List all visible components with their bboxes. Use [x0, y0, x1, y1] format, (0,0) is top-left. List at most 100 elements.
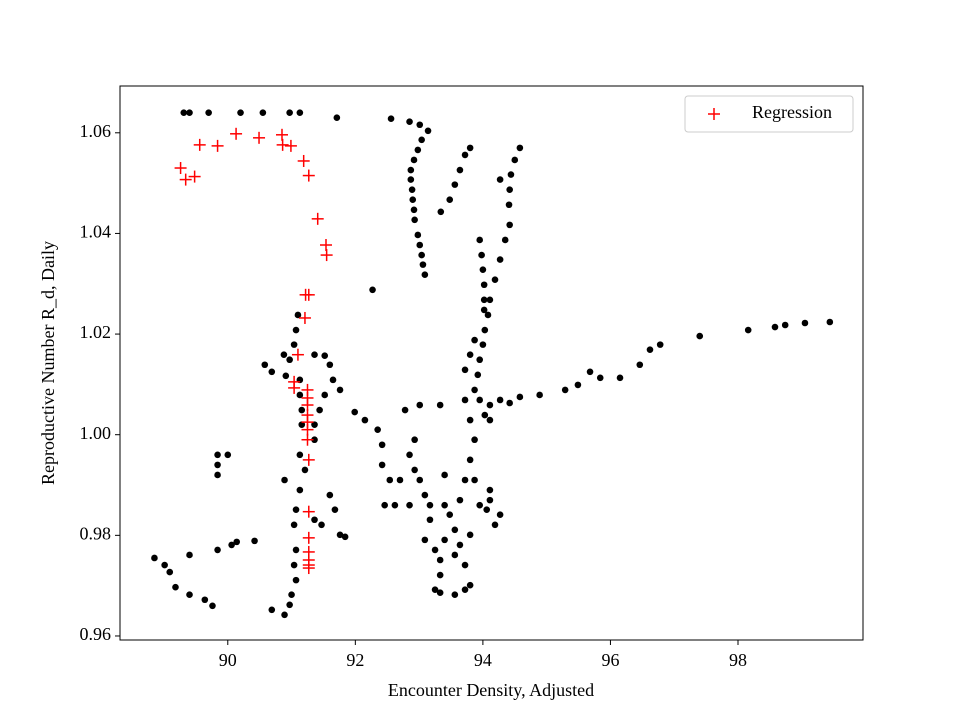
dot: [280, 351, 288, 358]
dot: [496, 511, 504, 519]
dot: [321, 352, 329, 360]
dot: [426, 501, 434, 509]
dot: [424, 127, 432, 135]
dot: [161, 561, 168, 569]
dot: [471, 476, 478, 484]
dot: [436, 556, 444, 564]
dot: [281, 611, 288, 619]
dot: [186, 591, 193, 599]
dot: [696, 332, 704, 340]
plus-marker: [253, 131, 266, 144]
dot: [414, 146, 422, 154]
dot: [516, 393, 524, 401]
y-tick-label: 0.98: [80, 523, 112, 543]
dot: [410, 156, 418, 164]
x-tick-label: 96: [601, 650, 619, 670]
dot: [331, 506, 339, 513]
dot: [237, 109, 244, 116]
legend-label: Regression: [752, 102, 832, 122]
dot: [486, 496, 494, 504]
dot: [296, 451, 304, 459]
dot: [479, 266, 487, 273]
plus-marker: [276, 138, 289, 151]
dot: [426, 516, 434, 524]
dot: [224, 451, 232, 459]
dot: [486, 401, 494, 409]
dot: [511, 156, 519, 164]
dot: [496, 256, 504, 263]
dot: [290, 341, 298, 348]
dot: [326, 491, 334, 499]
dot: [744, 326, 752, 334]
dot: [311, 516, 318, 524]
plus-marker: [319, 239, 332, 252]
dot: [480, 296, 488, 304]
dot: [290, 521, 298, 529]
dot: [416, 121, 424, 129]
dot: [186, 551, 193, 559]
dot: [491, 521, 499, 529]
dot: [296, 109, 304, 116]
dot: [166, 568, 174, 576]
dot: [536, 391, 543, 399]
dot: [378, 461, 386, 469]
dot: [351, 408, 358, 416]
dot: [466, 144, 474, 152]
dot: [361, 416, 369, 424]
dot: [336, 531, 344, 539]
dot: [416, 401, 424, 409]
dot: [214, 471, 221, 479]
dot: [180, 109, 188, 116]
dot: [481, 326, 489, 334]
dot: [396, 476, 404, 484]
dot: [406, 451, 413, 459]
y-tick-label: 1.06: [80, 121, 112, 141]
dot: [329, 376, 337, 384]
plus-marker: [188, 170, 201, 183]
dot: [410, 206, 418, 214]
plus-marker: [291, 348, 304, 361]
dot: [474, 371, 482, 379]
dot: [437, 208, 445, 216]
dot: [421, 536, 429, 544]
dot: [414, 231, 422, 239]
dot: [466, 351, 474, 358]
dot: [408, 186, 416, 193]
plus-marker: [211, 139, 224, 152]
dot: [406, 118, 413, 126]
dot: [411, 436, 418, 444]
dot: [268, 368, 276, 376]
dot: [496, 396, 504, 404]
plus-marker: [301, 399, 314, 412]
dot: [596, 374, 604, 382]
y-tick-label: 1.04: [80, 222, 112, 242]
plus-marker: [302, 562, 315, 575]
dot: [321, 391, 329, 399]
dot: [826, 318, 834, 326]
dot: [476, 356, 484, 364]
dot: [486, 416, 494, 424]
dot: [781, 321, 789, 329]
plus-marker: [284, 139, 297, 152]
dot: [616, 374, 624, 382]
dot: [451, 591, 459, 599]
y-tick-label: 1.00: [80, 423, 112, 443]
dot: [507, 171, 515, 178]
dot: [151, 554, 158, 562]
dot: [421, 491, 429, 499]
dot: [401, 406, 409, 414]
plus-marker: [301, 423, 314, 436]
dot: [466, 416, 474, 424]
dot: [286, 109, 293, 116]
dot: [233, 538, 241, 546]
dot: [411, 216, 418, 224]
dot: [251, 537, 258, 545]
dot: [296, 391, 304, 399]
dot: [286, 601, 293, 609]
dot: [574, 381, 582, 389]
dot: [421, 271, 429, 278]
plus-marker: [302, 288, 315, 301]
dot: [456, 166, 464, 174]
dot: [466, 531, 474, 539]
dot: [586, 368, 594, 376]
